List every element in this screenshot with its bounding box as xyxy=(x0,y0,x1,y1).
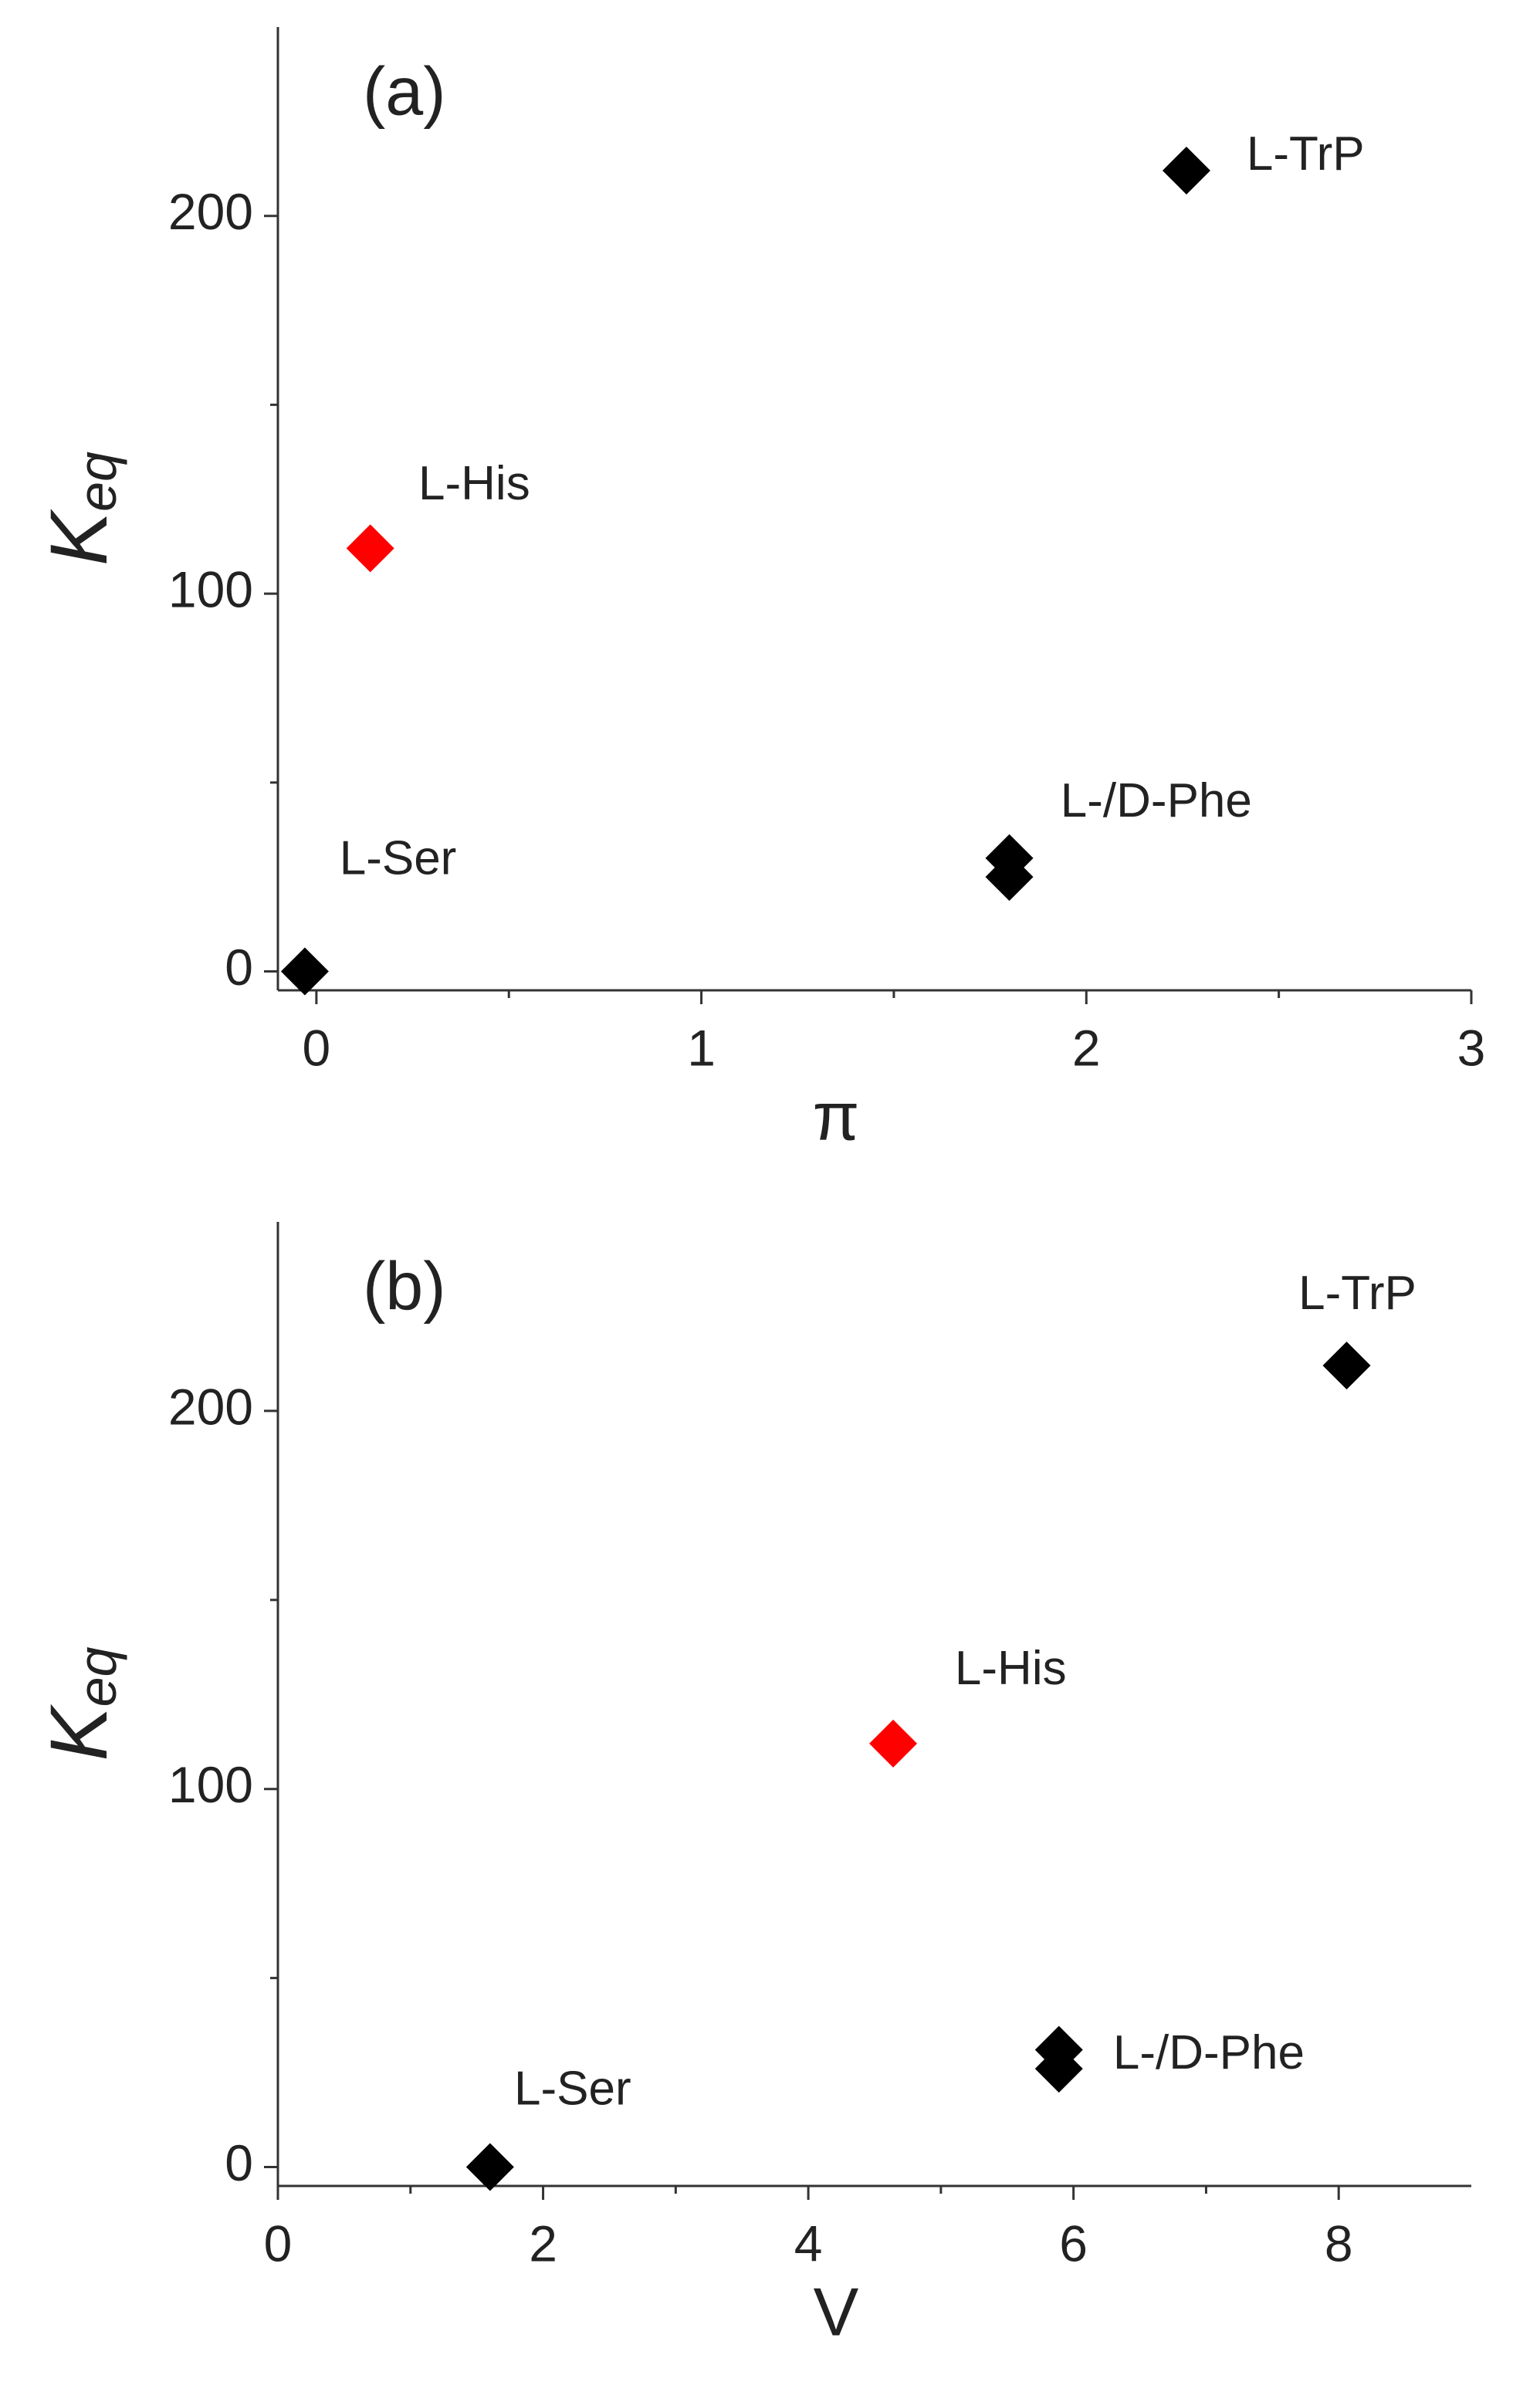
y-axis-label: Keq xyxy=(34,1646,128,1761)
x-tick-label: 1 xyxy=(687,1019,716,1076)
y-axis-label-main: K xyxy=(34,509,124,566)
x-tick-label: 2 xyxy=(529,2215,557,2272)
y-axis-label-subscript: eq xyxy=(67,1646,127,1707)
y-tick-label: 100 xyxy=(168,1756,253,1813)
x-tick-label: 8 xyxy=(1325,2215,1353,2272)
data-point xyxy=(280,947,329,996)
point-label: L-Ser xyxy=(340,832,457,885)
point-label: L-/D-Phe xyxy=(1061,774,1252,827)
data-point xyxy=(1162,146,1210,195)
point-label: L-His xyxy=(955,1642,1067,1695)
x-tick-label: 0 xyxy=(264,2215,293,2272)
data-point xyxy=(985,853,1034,902)
data-point xyxy=(346,524,394,573)
x-axis-label: V xyxy=(814,2273,859,2350)
point-label: L-TrP xyxy=(1298,1267,1416,1320)
x-tick-label: 2 xyxy=(1072,1019,1101,1076)
x-tick-label: 6 xyxy=(1059,2215,1088,2272)
x-axis-label: π xyxy=(813,1078,860,1154)
y-axis-label-subscript: eq xyxy=(67,452,127,512)
point-label: L-TrP xyxy=(1247,127,1365,181)
x-tick-label: 4 xyxy=(794,2215,823,2272)
data-point xyxy=(465,2143,514,2191)
point-label: L-/D-Phe xyxy=(1113,2026,1305,2079)
y-tick-label: 200 xyxy=(168,1378,253,1435)
y-tick-label: 200 xyxy=(168,183,253,240)
y-tick-label: 0 xyxy=(225,2134,253,2191)
point-label: L-Ser xyxy=(514,2062,631,2115)
panel-title: (a) xyxy=(363,52,446,129)
panel-title: (b) xyxy=(363,1247,446,1324)
y-tick-label: 0 xyxy=(225,939,253,996)
data-point xyxy=(1034,2045,1083,2093)
y-axis-label-main: K xyxy=(34,1704,124,1761)
point-label: L-His xyxy=(418,457,530,510)
y-axis-label: Keq xyxy=(34,452,128,566)
y-tick-label: 100 xyxy=(168,561,253,618)
data-point xyxy=(1322,1342,1371,1390)
x-tick-label: 0 xyxy=(303,1019,331,1076)
data-point xyxy=(869,1719,918,1768)
x-tick-label: 3 xyxy=(1457,1019,1486,1076)
